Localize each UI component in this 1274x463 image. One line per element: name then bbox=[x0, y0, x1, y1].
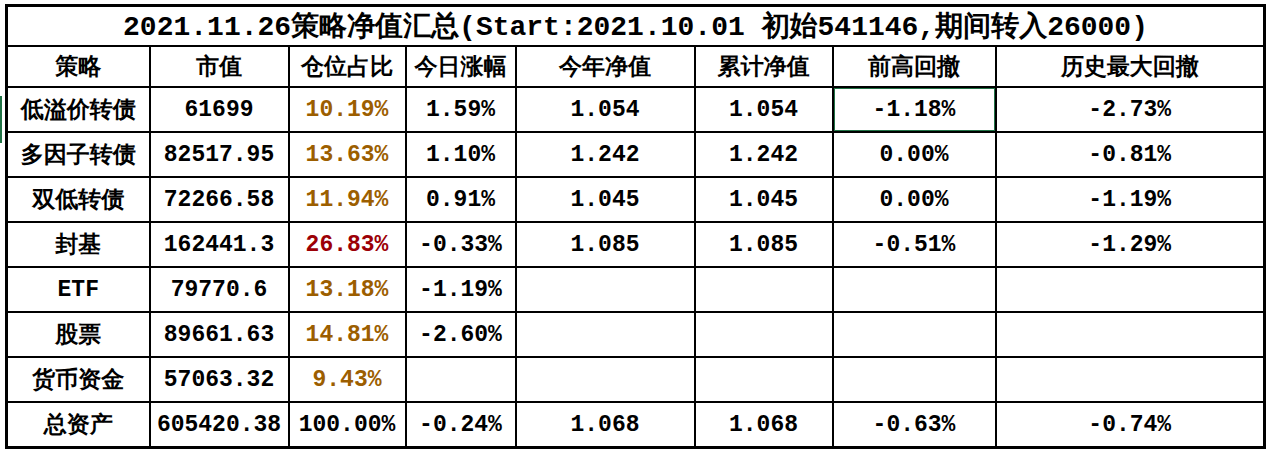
cell-ytd-nav[interactable]: 1.085 bbox=[516, 222, 695, 267]
cell-position-ratio[interactable]: 14.81% bbox=[289, 312, 406, 357]
cell-max-drawdown[interactable]: -1.19% bbox=[996, 177, 1265, 222]
cell-position-ratio[interactable]: 13.18% bbox=[289, 267, 406, 312]
summary-table: 2021.11.26策略净值汇总(Start:2021.10.01 初始5411… bbox=[5, 4, 1266, 449]
cell-daily-change[interactable]: 1.10% bbox=[406, 132, 516, 177]
cell-ytd-nav[interactable]: 1.054 bbox=[516, 87, 695, 132]
header-row: 策略 市值 仓位占比 今日涨幅 今年净值 累计净值 前高回撤 历史最大回撤 bbox=[7, 46, 1265, 87]
header-position-ratio[interactable]: 仓位占比 bbox=[289, 46, 406, 87]
header-ytd-nav[interactable]: 今年净值 bbox=[516, 46, 695, 87]
table-row-total: 总资产 605420.38 100.00% -0.24% 1.068 1.068… bbox=[7, 402, 1265, 448]
cell-max-drawdown[interactable]: -2.73% bbox=[996, 87, 1265, 132]
cell-max-drawdown[interactable] bbox=[996, 312, 1265, 357]
cell-drawdown-from-high[interactable] bbox=[833, 312, 996, 357]
cell-max-drawdown[interactable] bbox=[996, 357, 1265, 402]
table-row: 双低转债 72266.58 11.94% 0.91% 1.045 1.045 0… bbox=[7, 177, 1265, 222]
cell-position-ratio[interactable]: 100.00% bbox=[289, 402, 406, 448]
cell-ytd-nav[interactable] bbox=[516, 267, 695, 312]
cell-drawdown-from-high[interactable]: 0.00% bbox=[833, 177, 996, 222]
cell-ytd-nav[interactable] bbox=[516, 357, 695, 402]
cell-drawdown-from-high[interactable]: -0.51% bbox=[833, 222, 996, 267]
cell-drawdown-from-high[interactable]: 0.00% bbox=[833, 132, 996, 177]
cell-position-ratio[interactable]: 13.63% bbox=[289, 132, 406, 177]
cell-cumulative-nav[interactable] bbox=[695, 312, 833, 357]
cell-ytd-nav[interactable]: 1.045 bbox=[516, 177, 695, 222]
cell-daily-change[interactable]: -0.33% bbox=[406, 222, 516, 267]
table-row: 低溢价转债 61699 10.19% 1.59% 1.054 1.054 -1.… bbox=[7, 87, 1265, 132]
cell-strategy[interactable]: ETF bbox=[7, 267, 150, 312]
cell-position-ratio[interactable]: 26.83% bbox=[289, 222, 406, 267]
cell-daily-change[interactable]: 1.59% bbox=[406, 87, 516, 132]
cell-strategy[interactable]: 双低转债 bbox=[7, 177, 150, 222]
cell-max-drawdown[interactable]: -0.81% bbox=[996, 132, 1265, 177]
cell-market-value[interactable]: 72266.58 bbox=[150, 177, 289, 222]
cell-daily-change[interactable]: -2.60% bbox=[406, 312, 516, 357]
cell-cumulative-nav[interactable]: 1.054 bbox=[695, 87, 833, 132]
cell-ytd-nav[interactable] bbox=[516, 312, 695, 357]
cell-daily-change[interactable]: 0.91% bbox=[406, 177, 516, 222]
header-drawdown-from-high[interactable]: 前高回撤 bbox=[833, 46, 996, 87]
table-row: ETF 79770.6 13.18% -1.19% bbox=[7, 267, 1265, 312]
cell-cumulative-nav[interactable]: 1.068 bbox=[695, 402, 833, 448]
cell-strategy[interactable]: 股票 bbox=[7, 312, 150, 357]
cell-max-drawdown[interactable]: -1.29% bbox=[996, 222, 1265, 267]
table-row: 货币资金 57063.32 9.43% bbox=[7, 357, 1265, 402]
table-row: 封基 162441.3 26.83% -0.33% 1.085 1.085 -0… bbox=[7, 222, 1265, 267]
header-cumulative-nav[interactable]: 累计净值 bbox=[695, 46, 833, 87]
cell-strategy[interactable]: 封基 bbox=[7, 222, 150, 267]
cell-position-ratio[interactable]: 11.94% bbox=[289, 177, 406, 222]
selection-row-edge-indicator bbox=[0, 96, 2, 143]
header-strategy[interactable]: 策略 bbox=[7, 46, 150, 87]
cell-market-value[interactable]: 61699 bbox=[150, 87, 289, 132]
cell-daily-change[interactable] bbox=[406, 357, 516, 402]
cell-cumulative-nav[interactable] bbox=[695, 267, 833, 312]
cell-market-value[interactable]: 89661.63 bbox=[150, 312, 289, 357]
cell-drawdown-from-high[interactable]: -0.63% bbox=[833, 402, 996, 448]
table-row: 多因子转债 82517.95 13.63% 1.10% 1.242 1.242 … bbox=[7, 132, 1265, 177]
cell-strategy[interactable]: 低溢价转债 bbox=[7, 87, 150, 132]
cell-position-ratio[interactable]: 10.19% bbox=[289, 87, 406, 132]
cell-strategy[interactable]: 多因子转债 bbox=[7, 132, 150, 177]
cell-cumulative-nav[interactable] bbox=[695, 357, 833, 402]
cell-drawdown-from-high[interactable] bbox=[833, 357, 996, 402]
cell-market-value[interactable]: 79770.6 bbox=[150, 267, 289, 312]
cell-cumulative-nav[interactable]: 1.045 bbox=[695, 177, 833, 222]
cell-ytd-nav[interactable]: 1.068 bbox=[516, 402, 695, 448]
cell-cumulative-nav[interactable]: 1.085 bbox=[695, 222, 833, 267]
cell-drawdown-from-high[interactable] bbox=[833, 267, 996, 312]
sheet-title-cell[interactable]: 2021.11.26策略净值汇总(Start:2021.10.01 初始5411… bbox=[7, 6, 1265, 47]
cell-market-value[interactable]: 82517.95 bbox=[150, 132, 289, 177]
cell-cumulative-nav[interactable]: 1.242 bbox=[695, 132, 833, 177]
cell-market-value[interactable]: 162441.3 bbox=[150, 222, 289, 267]
cell-ytd-nav[interactable]: 1.242 bbox=[516, 132, 695, 177]
cell-max-drawdown[interactable] bbox=[996, 267, 1265, 312]
selected-cell-drawdown-from-high[interactable]: -1.18% bbox=[833, 87, 996, 132]
cell-daily-change[interactable]: -0.24% bbox=[406, 402, 516, 448]
cell-position-ratio[interactable]: 9.43% bbox=[289, 357, 406, 402]
spreadsheet: 2021.11.26策略净值汇总(Start:2021.10.01 初始5411… bbox=[0, 4, 1274, 463]
cell-strategy[interactable]: 总资产 bbox=[7, 402, 150, 448]
header-market-value[interactable]: 市值 bbox=[150, 46, 289, 87]
cell-daily-change[interactable]: -1.19% bbox=[406, 267, 516, 312]
cell-strategy[interactable]: 货币资金 bbox=[7, 357, 150, 402]
header-daily-change[interactable]: 今日涨幅 bbox=[406, 46, 516, 87]
header-max-drawdown[interactable]: 历史最大回撤 bbox=[996, 46, 1265, 87]
cell-max-drawdown[interactable]: -0.74% bbox=[996, 402, 1265, 448]
table-row: 股票 89661.63 14.81% -2.60% bbox=[7, 312, 1265, 357]
title-row: 2021.11.26策略净值汇总(Start:2021.10.01 初始5411… bbox=[7, 6, 1265, 47]
cell-market-value[interactable]: 57063.32 bbox=[150, 357, 289, 402]
cell-market-value[interactable]: 605420.38 bbox=[150, 402, 289, 448]
